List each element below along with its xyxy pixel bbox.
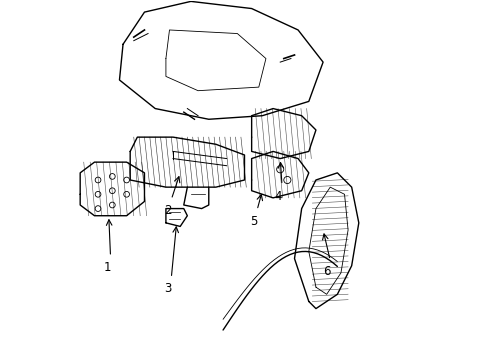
Text: 6: 6 — [322, 265, 330, 278]
Text: 3: 3 — [163, 283, 171, 296]
Text: 2: 2 — [163, 204, 171, 217]
Text: 1: 1 — [103, 261, 110, 274]
Text: 5: 5 — [249, 215, 257, 228]
Text: 4: 4 — [274, 190, 282, 203]
